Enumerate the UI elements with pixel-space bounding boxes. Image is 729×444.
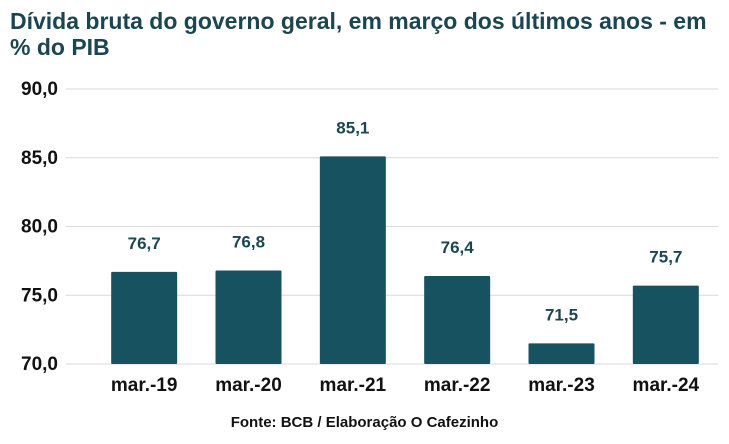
value-label: 76,8 <box>232 233 265 252</box>
x-tick-label: mar.-21 <box>320 375 387 396</box>
chart-title: Dívida bruta do governo geral, em março … <box>10 8 707 60</box>
bar <box>319 156 386 364</box>
y-axis-ticks: 70,0 75,0 80,0 85,0 90,0 <box>21 79 58 375</box>
y-tick-label: 80,0 <box>21 217 58 238</box>
value-label: 85,1 <box>336 118 369 137</box>
y-tick-label: 70,0 <box>21 354 58 375</box>
bar <box>111 271 178 364</box>
x-tick-label: mar.-20 <box>215 375 282 396</box>
source-note: Fonte: BCB / Elaboração O Cafezinho <box>230 414 499 431</box>
x-tick-label: mar.-19 <box>111 375 178 396</box>
value-labels: 76,7 76,8 85,1 76,4 71,5 75,7 <box>128 118 683 324</box>
value-label: 76,7 <box>128 234 161 253</box>
bar <box>632 285 699 364</box>
x-tick-label: mar.-23 <box>528 375 595 396</box>
bar <box>215 270 282 364</box>
bar-chart: 70,0 75,0 80,0 85,0 90,0 76,7 76,8 85,1 76,4 71,… <box>21 79 718 396</box>
y-tick-label: 75,0 <box>21 285 58 306</box>
x-tick-label: mar.-22 <box>424 375 491 396</box>
bar <box>424 276 491 364</box>
x-tick-label: mar.-24 <box>633 375 700 396</box>
value-label: 76,4 <box>441 238 475 257</box>
value-label: 75,7 <box>649 248 682 267</box>
y-tick-label: 90,0 <box>21 79 58 100</box>
y-tick-label: 85,0 <box>21 148 58 169</box>
bar <box>528 343 595 364</box>
bars <box>111 156 699 364</box>
value-label: 71,5 <box>545 305 578 324</box>
x-axis-ticks: mar.-19 mar.-20 mar.-21 mar.-22 mar.-23 mar.-… <box>111 375 700 396</box>
